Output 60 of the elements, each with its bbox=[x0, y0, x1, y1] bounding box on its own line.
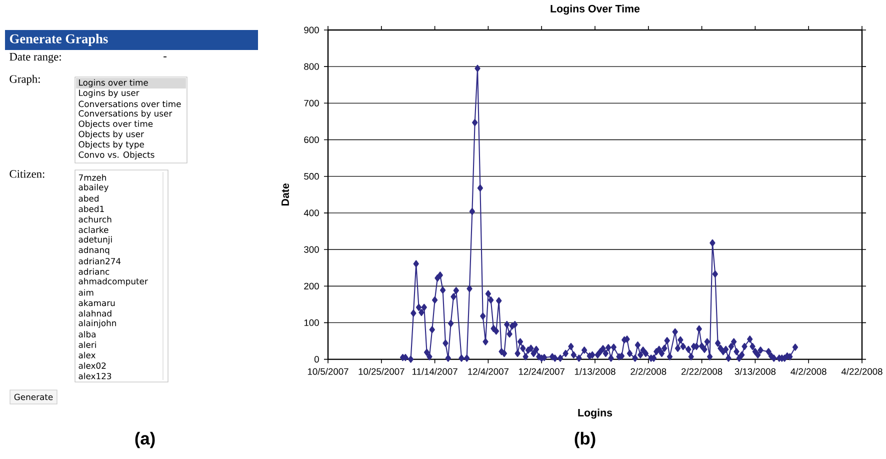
x-tick-label: 4/2/2008 bbox=[790, 368, 826, 375]
text: Objects over time bbox=[78, 120, 153, 129]
text: adrian274 bbox=[78, 258, 121, 264]
text: Generate bbox=[14, 394, 53, 400]
y-tick-label: 700 bbox=[304, 100, 319, 106]
text: achurch bbox=[78, 216, 112, 223]
x-tick-label: 10/25/2007 bbox=[358, 368, 404, 375]
text: alex123 bbox=[78, 372, 112, 380]
text: Logins by user bbox=[79, 90, 140, 98]
text: Logins over time bbox=[79, 79, 148, 88]
x-tick-label: 3/13/2008 bbox=[734, 368, 776, 375]
chart-title: Logins Over Time bbox=[550, 4, 640, 15]
text: abed1 bbox=[78, 206, 104, 212]
text: adrianc bbox=[78, 268, 110, 275]
y-tick-label: 500 bbox=[304, 173, 319, 180]
x-tick-label: 2/2/2008 bbox=[630, 368, 666, 375]
text: adnanq bbox=[78, 246, 110, 255]
text: alex bbox=[78, 352, 96, 358]
text: alahnad bbox=[78, 310, 112, 317]
y-tick-label: 900 bbox=[304, 26, 319, 34]
text: ahmadcomputer bbox=[78, 278, 148, 286]
x-tick-label: 4/22/2008 bbox=[841, 368, 882, 375]
x-tick-label: 1/13/2008 bbox=[574, 368, 616, 375]
text: abed bbox=[78, 195, 98, 202]
x-tick-label: 10/5/2007 bbox=[308, 368, 348, 375]
text: abailey bbox=[78, 184, 108, 192]
x-tick-label: 12/4/2007 bbox=[468, 368, 508, 375]
y-tick-label: 800 bbox=[304, 63, 319, 70]
x-tick-label: 12/24/2007 bbox=[518, 368, 564, 375]
text: alainjohn bbox=[78, 320, 116, 328]
x-tick-label: 11/14/2007 bbox=[412, 368, 458, 375]
y-axis-title: Date bbox=[282, 183, 290, 206]
x-axis-title: Logins bbox=[578, 408, 612, 419]
text: Citizen: bbox=[10, 170, 44, 178]
y-tick-label: 100 bbox=[304, 319, 319, 326]
text: Conversations by user bbox=[78, 110, 172, 118]
text: - bbox=[164, 56, 166, 58]
text: adetunji bbox=[78, 236, 112, 244]
text: aclarke bbox=[78, 226, 108, 233]
x-tick-label: 2/22/2008 bbox=[682, 368, 722, 375]
text: Objects by type bbox=[78, 141, 144, 150]
text: Date range: bbox=[10, 53, 61, 63]
text: Convo vs. Objects bbox=[78, 151, 154, 160]
text: Conversations over time bbox=[78, 100, 181, 108]
text: 7mzeh bbox=[78, 174, 106, 181]
text: (a) bbox=[135, 432, 155, 448]
y-tick-label: 0 bbox=[314, 356, 319, 363]
y-tick-label: 600 bbox=[304, 136, 319, 144]
text: alex02 bbox=[78, 362, 106, 369]
y-tick-label: 400 bbox=[304, 210, 319, 216]
text: Objects by user bbox=[78, 130, 144, 139]
text: aleri bbox=[78, 341, 96, 348]
text: (b) bbox=[574, 432, 596, 448]
y-tick-label: 300 bbox=[304, 246, 319, 253]
y-tick-label: 200 bbox=[304, 282, 319, 290]
text: Generate Graphs bbox=[10, 34, 108, 46]
text: aim bbox=[78, 289, 94, 296]
text: akamaru bbox=[78, 300, 115, 306]
text: Graph: bbox=[10, 74, 40, 86]
text: alba bbox=[78, 330, 96, 338]
